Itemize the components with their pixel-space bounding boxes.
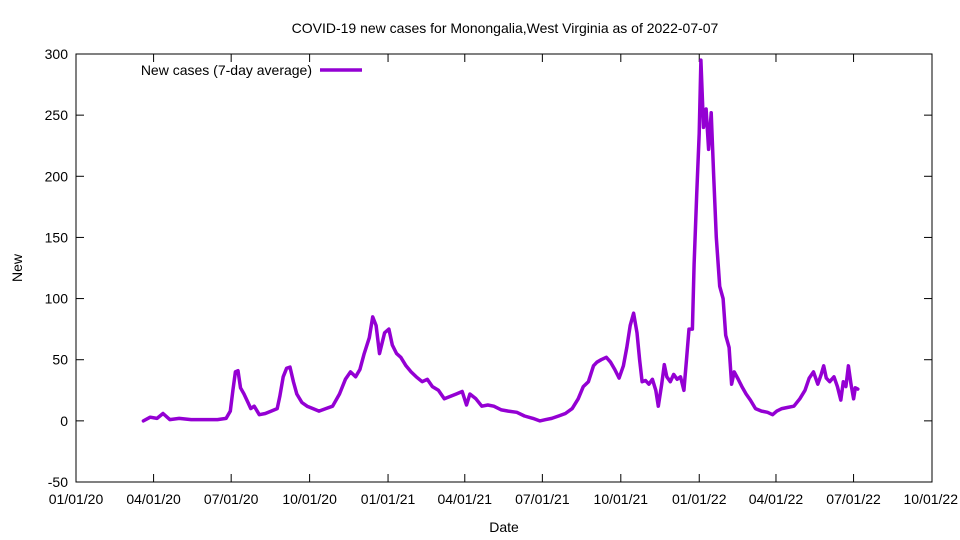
y-tick-label: 50	[52, 352, 68, 368]
y-tick-label: 100	[45, 291, 69, 307]
x-tick-label: 07/01/20	[204, 491, 259, 507]
y-tick-label: 0	[60, 413, 68, 429]
x-axis-ticks: 01/01/20 04/01/20 07/01/20 10/01/20 01/01/21…	[49, 54, 958, 507]
x-tick-label: 07/01/22	[826, 491, 881, 507]
x-tick-label: 07/01/21	[515, 491, 570, 507]
y-tick-label: 250	[45, 107, 69, 123]
plot-frame	[75, 53, 933, 483]
x-tick-label: 01/01/20	[49, 491, 104, 507]
x-tick-label: 10/01/22	[904, 491, 959, 507]
y-axis-ticks: -50 0 50 100 150 200 250 300	[45, 46, 932, 490]
x-tick-label: 04/01/20	[126, 491, 181, 507]
x-axis-label: Date	[489, 519, 519, 535]
y-tick-label: 200	[45, 168, 69, 184]
x-tick-label: 01/01/22	[672, 491, 727, 507]
x-tick-label: 10/01/20	[282, 491, 337, 507]
y-axis-label: New	[9, 253, 25, 282]
x-tick-label: 04/01/21	[438, 491, 493, 507]
x-tick-label: 01/01/21	[361, 491, 416, 507]
legend: New cases (7-day average)	[141, 62, 362, 78]
x-tick-label: 04/01/22	[749, 491, 804, 507]
x-tick-label: 10/01/21	[594, 491, 649, 507]
legend-label: New cases (7-day average)	[141, 62, 312, 78]
y-tick-label: 150	[45, 229, 69, 245]
series-line	[141, 58, 860, 423]
y-tick-label: 300	[45, 46, 69, 62]
y-tick-label: -50	[48, 474, 68, 490]
chart-title: COVID-19 new cases for Monongalia,West V…	[292, 20, 719, 36]
